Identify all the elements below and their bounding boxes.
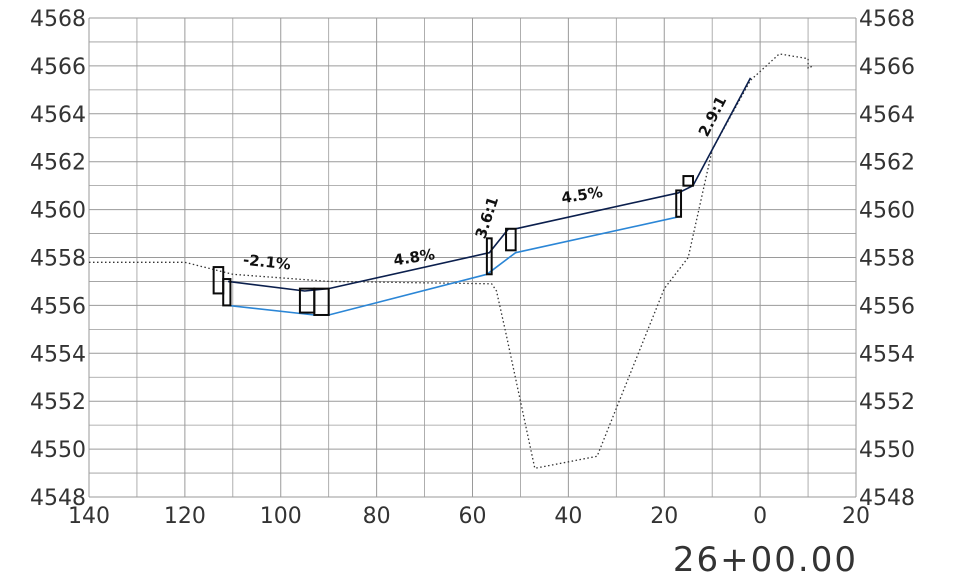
y-tick-label-right: 4548 (859, 486, 915, 511)
y-axis-right: 4548 4550 4552 4554 4556 4558 4560 4562 4564 4566… (859, 7, 915, 511)
y-tick-label-right: 4558 (859, 247, 915, 272)
y-tick-label-left: 4556 (30, 294, 86, 319)
y-tick-label-left: 4568 (30, 7, 86, 32)
curb-structures (212, 175, 695, 316)
y-tick-label-right: 4568 (859, 7, 915, 32)
subgrade-line (227, 216, 679, 316)
x-tick-label: 60 (459, 504, 487, 529)
y-tick-label-left: 4554 (30, 342, 86, 367)
finished-grade-line (227, 77, 752, 292)
curb-box (485, 237, 493, 276)
y-tick-label-right: 4566 (859, 55, 915, 80)
y-tick-label-right: 4552 (859, 390, 915, 415)
y-tick-label-left: 4560 (30, 199, 86, 224)
x-tick-label: 140 (68, 504, 110, 529)
x-tick-label: 120 (164, 504, 206, 529)
x-tick-label: 80 (363, 504, 391, 529)
x-tick-label: 20 (842, 504, 870, 529)
y-tick-label-right: 4560 (859, 199, 915, 224)
y-tick-label-right: 4562 (859, 151, 915, 176)
x-tick-label: 0 (753, 504, 767, 529)
x-tick-label: 40 (554, 504, 582, 529)
x-tick-label: 20 (650, 504, 678, 529)
y-tick-label-right: 4550 (859, 438, 915, 463)
curb-box (212, 266, 225, 295)
y-tick-label-left: 4550 (30, 438, 86, 463)
curb-box (298, 287, 316, 314)
grade-annotation: -2.1% (242, 251, 291, 274)
y-tick-label-right: 4564 (859, 103, 915, 128)
curb-box (505, 227, 517, 252)
grade-annotation: 4.5% (560, 183, 604, 207)
y-axis-left: 4548 4550 4552 4554 4556 4558 4560 4562 4564 4566… (30, 7, 86, 511)
x-axis: 140 120 100 80 60 40 20 0 20 (68, 504, 870, 529)
curb-box (222, 278, 232, 307)
curb-box (675, 189, 683, 218)
x-tick-label: 100 (260, 504, 302, 529)
station-label: 26+00.00 (673, 540, 858, 579)
y-tick-label-left: 4562 (30, 151, 86, 176)
y-tick-label-right: 4556 (859, 294, 915, 319)
y-tick-label-left: 4552 (30, 390, 86, 415)
y-tick-label-left: 4558 (30, 247, 86, 272)
curb-box (682, 175, 695, 187)
curb-box (313, 287, 330, 316)
y-tick-label-left: 4548 (30, 486, 86, 511)
grid (88, 17, 857, 498)
y-tick-label-left: 4566 (30, 55, 86, 80)
y-tick-label-right: 4554 (859, 342, 915, 367)
y-tick-label-left: 4564 (30, 103, 86, 128)
grade-annotation: 2.9:1 (695, 93, 731, 139)
existing-ground-line (89, 53, 814, 469)
